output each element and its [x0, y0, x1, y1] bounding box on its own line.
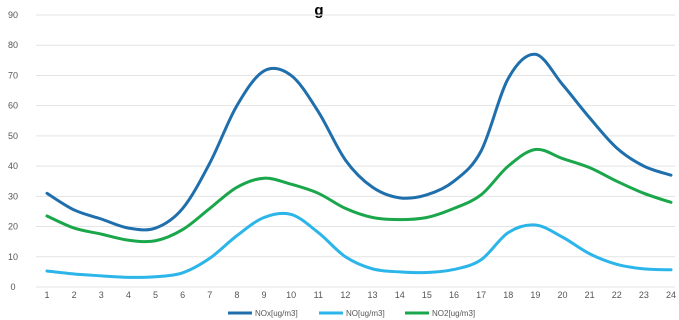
y-tick-label: 80	[8, 40, 18, 50]
y-tick-label: 70	[8, 70, 18, 80]
y-tick-label: 10	[8, 252, 18, 262]
legend-label-0: NOx[ug/m3]	[255, 309, 298, 318]
x-tick-label: 15	[422, 290, 432, 300]
legend-label-1: NO[ug/m3]	[346, 309, 385, 318]
series-lines	[45, 52, 673, 279]
x-tick-label: 6	[180, 290, 185, 300]
y-tick-label: 0	[10, 282, 15, 292]
x-axis-ticks: 1 2 3 4 5 6 7 8 9 10 11 12 13 14 15 16 17 18 19 20 21 22 23 24	[44, 290, 676, 300]
legend: NOx[ug/m3] NO[ug/m3] NO2[ug/m3]	[228, 309, 475, 318]
x-tick-label: 3	[99, 290, 104, 300]
x-tick-label: 20	[557, 290, 567, 300]
x-tick-label: 19	[530, 290, 540, 300]
y-tick-label: 90	[8, 10, 18, 20]
y-tick-label: 30	[8, 191, 18, 201]
x-tick-label: 7	[207, 290, 212, 300]
y-tick-label: 50	[8, 131, 18, 141]
chart-title: g	[314, 2, 323, 19]
x-tick-label: 21	[585, 290, 595, 300]
x-tick-label: 17	[476, 290, 486, 300]
y-tick-label: 20	[8, 222, 18, 232]
series-line-2	[45, 147, 673, 244]
x-tick-label: 22	[612, 290, 622, 300]
x-tick-label: 1	[44, 290, 49, 300]
x-tick-label: 14	[395, 290, 405, 300]
x-tick-label: 24	[666, 290, 676, 300]
legend-label-2: NO2[ug/m3]	[432, 309, 475, 318]
x-tick-label: 16	[449, 290, 459, 300]
y-axis-ticks: 0 10 20 30 40 50 60 70 80 90	[8, 10, 18, 292]
grid	[36, 14, 675, 288]
x-tick-label: 9	[262, 290, 267, 300]
x-tick-label: 11	[314, 290, 323, 300]
x-tick-label: 18	[503, 290, 513, 300]
x-tick-label: 13	[368, 290, 378, 300]
series-line-1	[45, 211, 673, 279]
x-tick-label: 4	[126, 290, 131, 300]
y-tick-label: 60	[8, 101, 18, 111]
x-tick-label: 5	[153, 290, 158, 300]
x-tick-label: 10	[286, 290, 296, 300]
series-line-0	[45, 52, 673, 232]
x-tick-label: 23	[639, 290, 649, 300]
x-tick-label: 12	[340, 290, 350, 300]
y-tick-label: 40	[8, 161, 18, 171]
x-tick-label: 8	[234, 290, 239, 300]
x-tick-label: 2	[72, 290, 77, 300]
